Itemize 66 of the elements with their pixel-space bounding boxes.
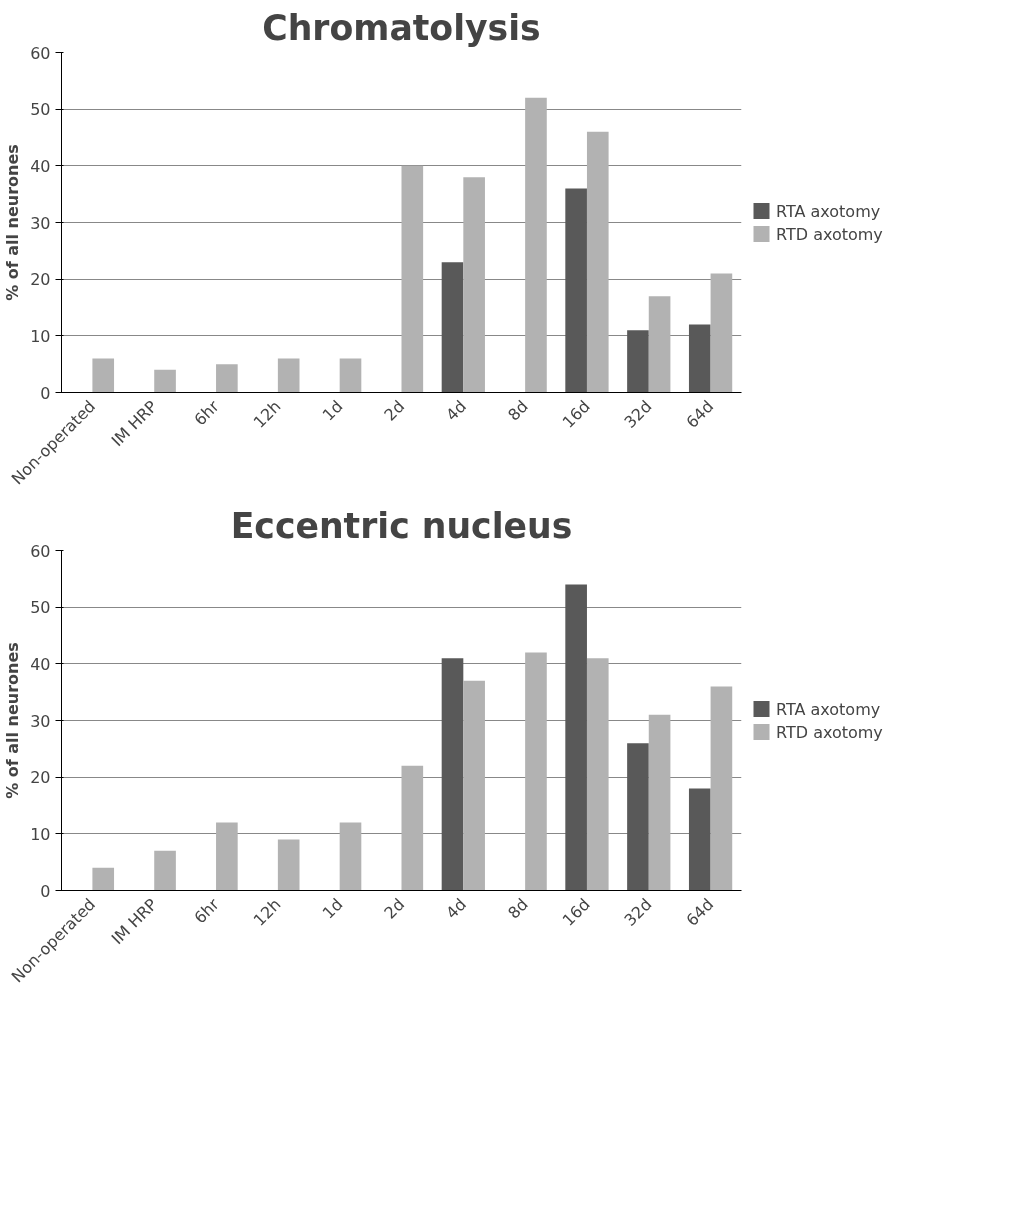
x-tick-label: 8d xyxy=(504,396,532,425)
bar xyxy=(339,358,362,393)
y-tick-label: 10 xyxy=(30,326,51,346)
bar xyxy=(648,296,671,393)
y-tick-label: 20 xyxy=(30,768,51,788)
bar xyxy=(92,867,115,891)
legend-label: RTD axotomy xyxy=(776,722,883,741)
x-tick-label: 6hr xyxy=(190,894,224,928)
bar xyxy=(339,822,362,891)
y-tick-label: 40 xyxy=(30,654,51,674)
y-tick-label: 0 xyxy=(40,383,51,403)
x-tick-label: 4d xyxy=(442,894,471,923)
bar xyxy=(586,658,609,891)
legend-label: RTA axotomy xyxy=(776,201,881,220)
bar xyxy=(565,188,587,393)
bar xyxy=(525,652,547,891)
bar xyxy=(648,714,671,891)
x-tick-label: 2d xyxy=(380,894,409,923)
x-tick-label: 2d xyxy=(380,396,409,425)
y-axis-title: % of all neurones xyxy=(3,642,23,799)
bar xyxy=(586,131,609,393)
legend-label: RTA axotomy xyxy=(776,699,881,718)
bar xyxy=(154,369,176,393)
bar xyxy=(401,165,424,393)
bar xyxy=(92,358,115,393)
x-tick-label: 1d xyxy=(318,894,347,923)
bar xyxy=(401,765,424,891)
bar xyxy=(216,822,238,891)
bar xyxy=(565,584,587,891)
x-tick-label: 12h xyxy=(249,894,285,930)
y-axis-title: % of all neurones xyxy=(3,144,23,301)
bar xyxy=(216,364,238,393)
chart-title: Eccentric nucleus xyxy=(230,505,573,546)
x-tick-label: 12h xyxy=(249,396,285,432)
bar xyxy=(441,262,464,393)
bar xyxy=(441,658,464,891)
y-tick-label: 20 xyxy=(30,270,51,290)
chart-title: Chromatolysis xyxy=(262,7,541,48)
bar xyxy=(688,788,711,891)
bar xyxy=(525,97,547,393)
x-tick-label: 64d xyxy=(682,396,718,432)
bar xyxy=(463,680,485,891)
y-tick-label: 50 xyxy=(30,100,51,120)
x-tick-label: 4d xyxy=(442,396,471,425)
y-tick-label: 30 xyxy=(30,213,51,233)
bar xyxy=(277,358,300,393)
y-tick-label: 10 xyxy=(30,824,51,844)
bar xyxy=(627,330,649,393)
x-tick-label: 8d xyxy=(504,894,532,923)
y-tick-label: 30 xyxy=(30,711,51,731)
bar xyxy=(154,850,176,891)
bar xyxy=(710,273,733,393)
bar xyxy=(627,743,649,891)
x-tick-label: 1d xyxy=(318,396,347,425)
y-tick-label: 60 xyxy=(30,541,51,561)
y-tick-label: 40 xyxy=(30,156,51,176)
bar xyxy=(688,324,711,393)
y-tick-label: 60 xyxy=(30,43,51,63)
x-tick-label: 6hr xyxy=(190,396,224,430)
legend-label: RTD axotomy xyxy=(776,224,883,243)
x-tick-label: 64d xyxy=(682,894,718,930)
bar xyxy=(710,686,733,891)
bar xyxy=(463,177,485,393)
y-tick-label: 50 xyxy=(30,598,51,618)
bar xyxy=(277,839,300,891)
y-tick-label: 0 xyxy=(40,881,51,901)
